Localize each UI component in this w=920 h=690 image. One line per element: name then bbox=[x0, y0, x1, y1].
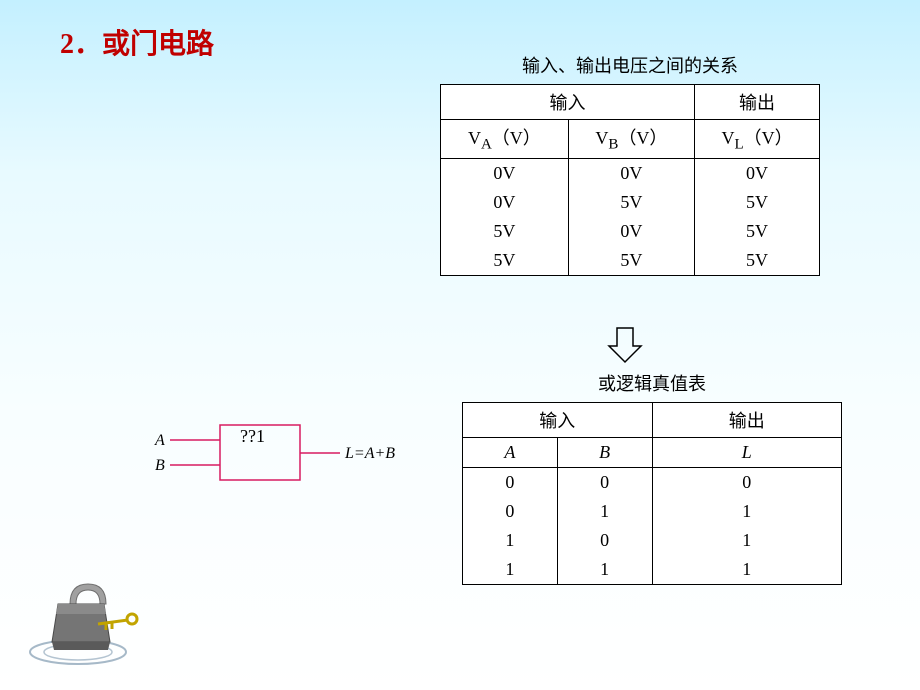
tt-header-input: 输入 bbox=[463, 403, 653, 438]
tt-header-output: 输出 bbox=[652, 403, 842, 438]
vt-cell: 5V bbox=[441, 246, 569, 276]
or-gate-diagram: A B ??1 L=A+B bbox=[140, 420, 420, 490]
truth-table-caption: 或逻辑真值表 bbox=[452, 370, 852, 396]
tt-cell: 1 bbox=[557, 555, 652, 585]
voltage-table-caption: 输入、输出电压之间的关系 bbox=[430, 52, 830, 78]
gate-symbol-text: ??1 bbox=[240, 426, 265, 446]
tt-cell: 1 bbox=[652, 497, 842, 526]
voltage-table: 输入、输出电压之间的关系 输入 输出 VA（V） VB（V） VL（V） 0V … bbox=[430, 52, 830, 276]
vt-cell: 5V bbox=[568, 188, 694, 217]
vt-cell: 5V bbox=[441, 217, 569, 246]
page-title: 2．或门电路 bbox=[60, 22, 214, 62]
vt-col-vb: VB（V） bbox=[568, 120, 694, 159]
tt-cell: 0 bbox=[463, 468, 558, 498]
tt-cell: 1 bbox=[652, 526, 842, 555]
vt-cell: 0V bbox=[695, 158, 820, 188]
tt-cell: 0 bbox=[557, 526, 652, 555]
vt-cell: 0V bbox=[441, 188, 569, 217]
tt-col-l: L bbox=[652, 438, 842, 468]
tt-cell: 0 bbox=[463, 497, 558, 526]
tt-cell: 1 bbox=[652, 555, 842, 585]
vt-cell: 0V bbox=[568, 217, 694, 246]
vt-cell: 5V bbox=[568, 246, 694, 276]
tt-cell: 1 bbox=[557, 497, 652, 526]
gate-label-b: B bbox=[155, 457, 165, 474]
voltage-table-grid: 输入 输出 VA（V） VB（V） VL（V） 0V 0V 0V 0V 5V 5… bbox=[440, 84, 820, 276]
vt-header-input: 输入 bbox=[441, 85, 695, 120]
tt-col-b: B bbox=[557, 438, 652, 468]
tt-col-a: A bbox=[463, 438, 558, 468]
gate-label-a: A bbox=[154, 432, 165, 449]
tt-cell: 1 bbox=[463, 555, 558, 585]
tt-cell: 1 bbox=[463, 526, 558, 555]
vt-cell: 0V bbox=[441, 158, 569, 188]
vt-col-vl: VL（V） bbox=[695, 120, 820, 159]
vt-cell: 0V bbox=[568, 158, 694, 188]
vt-cell: 5V bbox=[695, 217, 820, 246]
tt-cell: 0 bbox=[652, 468, 842, 498]
gate-output-expr: L=A+B bbox=[344, 445, 395, 462]
vt-cell: 5V bbox=[695, 188, 820, 217]
tt-cell: 0 bbox=[557, 468, 652, 498]
padlock-icon bbox=[28, 570, 148, 670]
truth-table: 或逻辑真值表 输入 输出 A B L 0 0 0 0 1 1 1 0 1 1 1 bbox=[452, 370, 852, 585]
vt-header-output: 输出 bbox=[695, 85, 820, 120]
down-arrow-icon bbox=[605, 324, 645, 364]
vt-cell: 5V bbox=[695, 246, 820, 276]
truth-table-grid: 输入 输出 A B L 0 0 0 0 1 1 1 0 1 1 1 1 bbox=[462, 402, 842, 585]
vt-col-va: VA（V） bbox=[441, 120, 569, 159]
